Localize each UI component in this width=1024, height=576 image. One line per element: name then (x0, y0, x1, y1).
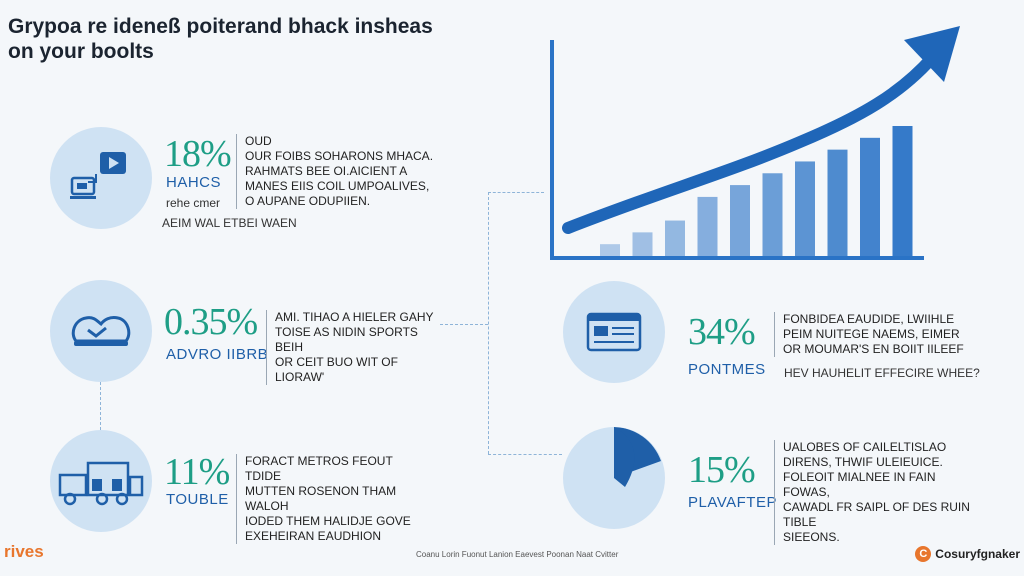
chart-bar (632, 232, 653, 256)
stat-1-percent: 18% (164, 133, 232, 175)
stat-3-description: FORACT METROS FEOUT TDIDE MUTTEN ROSENON… (236, 454, 426, 544)
brand-left: rives (4, 542, 44, 561)
video-monitor-icon (70, 152, 126, 199)
connector-to-chart (488, 192, 544, 193)
stat-2-circle (50, 280, 152, 382)
pie-slice-icon (614, 427, 661, 487)
handshake-icon (71, 316, 131, 346)
footer-fine-print: Coanu Lorin Fuonut Lanion Eaevest Poonan… (416, 550, 619, 559)
chart-bar (600, 244, 620, 256)
chart-bar (697, 196, 718, 256)
brand-right-name: Cosuryfgnaker (935, 547, 1020, 561)
brand-logo-icon: C (915, 546, 932, 562)
stat-5-circle (563, 427, 665, 529)
title-line-1: Grypoa re ideneß poiterand bhack insheas (8, 15, 433, 38)
stat-1-circle (50, 127, 152, 229)
brand-right: C Cosuryfgnaker (915, 546, 1020, 562)
chart-bar (762, 173, 783, 256)
stat-5-percent: 15% (688, 449, 756, 491)
chart-bar (730, 185, 750, 256)
stat-4-label: PONTMES (688, 361, 766, 378)
page-title: Grypoa re ideneß poiterand bhack insheas… (8, 14, 433, 64)
trend-arrow-head (904, 26, 960, 82)
stat-1-label: HAHCS (166, 174, 222, 191)
connector-vertical-left (100, 382, 101, 430)
stat-2-label: ADVRO IIBRB (166, 346, 269, 363)
stat-1-subtext: rehe cmer (166, 196, 221, 210)
stat-4-description: FONBIDEA EAUDIDE, LWIIHLE PEIM NUITEGE N… (774, 312, 974, 357)
trucks-icon (58, 461, 144, 506)
stat-2-percent: 0.35% (164, 301, 258, 343)
stat-1-description: OUD OUR FOIBS SOHARONS MHACA. RAHMATS BE… (236, 134, 436, 209)
stat-1-caption: AEIM WAL ETBEI WAEN (162, 216, 297, 230)
stat-2-description: AMI. TIHAO A HIELER GAHY TOISE AS NIDIN … (266, 310, 446, 385)
stat-3-circle (50, 430, 152, 532)
connector-to-stat-5 (488, 454, 562, 455)
connector-vertical-mid (488, 192, 489, 454)
chart-bar (827, 149, 848, 256)
stat-4-caption: HEV HAUHELIT EFFECIRE WHEE? (784, 366, 980, 380)
title-line-2: on your boolts (8, 40, 154, 63)
chart-bar (860, 137, 880, 256)
growth-chart (550, 26, 960, 260)
connector-mid (440, 324, 488, 325)
stat-3-percent: 11% (164, 451, 230, 493)
stat-4-circle (563, 281, 665, 383)
chart-bar (665, 220, 685, 256)
stat-5-description: UALOBES OF CAILELTISLAO DIRENS, THWIF UL… (774, 440, 984, 545)
trend-arrow-line (562, 52, 938, 234)
stat-4-percent: 34% (688, 311, 756, 353)
chart-bar (795, 161, 815, 256)
card-window-icon (586, 312, 642, 352)
chart-bar (892, 126, 913, 256)
stat-3-label: TOUBLE (166, 491, 229, 508)
stat-5-label: PLAVAFTEP (688, 494, 777, 511)
